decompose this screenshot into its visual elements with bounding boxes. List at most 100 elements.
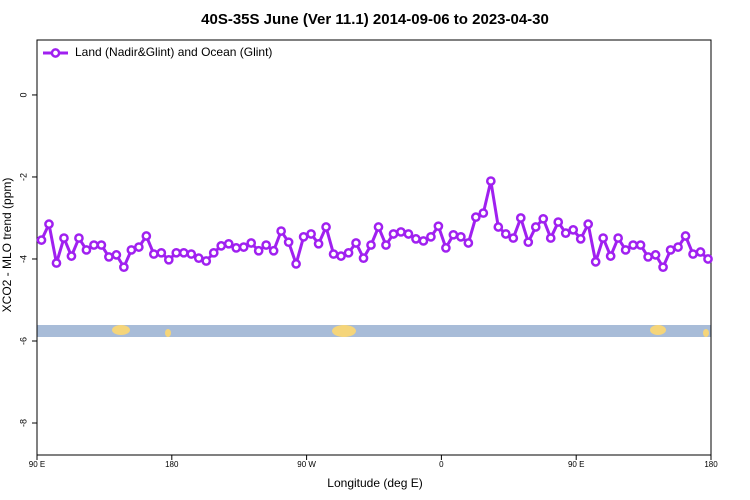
x-tick-label: 90 E <box>29 460 45 469</box>
land-strip <box>37 325 711 337</box>
data-point <box>36 235 47 245</box>
data-point <box>178 247 189 258</box>
data-point <box>238 242 249 252</box>
y-tick-label: -4 <box>18 255 28 263</box>
data-point <box>463 238 474 248</box>
data-point <box>620 245 631 255</box>
data-point <box>508 233 519 243</box>
data-point <box>590 257 601 267</box>
data-point <box>119 262 129 273</box>
data-point <box>186 249 197 259</box>
data-point <box>703 254 713 264</box>
data-point <box>373 222 384 232</box>
data-point <box>298 231 309 242</box>
data-point <box>366 240 376 250</box>
y-tick-label: 0 <box>18 92 28 97</box>
data-point <box>448 229 459 240</box>
data-point <box>141 231 152 241</box>
data-point <box>208 247 219 258</box>
data-point <box>493 222 504 232</box>
data-point <box>96 240 107 250</box>
data-point <box>575 234 586 244</box>
data-point <box>485 176 496 186</box>
data-point <box>148 249 159 259</box>
data-point <box>89 240 99 250</box>
data-point <box>388 229 399 239</box>
y-axis-label: XCO2 - MLO trend (ppm) <box>0 178 14 313</box>
data-point <box>111 250 122 260</box>
data-point <box>306 229 316 239</box>
data-point <box>665 245 676 255</box>
data-point <box>351 238 361 248</box>
data-point <box>605 251 616 261</box>
data-point <box>201 256 212 266</box>
x-tick-label: 180 <box>704 460 718 469</box>
legend-marker <box>50 48 61 58</box>
data-point <box>59 233 69 243</box>
data-point <box>628 240 638 250</box>
y-tick-label: -6 <box>18 337 28 345</box>
y-tick-label: -2 <box>18 173 28 181</box>
data-point <box>126 245 137 255</box>
data-point <box>530 222 541 232</box>
data-point <box>313 238 324 249</box>
plot-frame <box>36 39 712 456</box>
data-point <box>171 247 182 258</box>
y-tick-label: -8 <box>18 419 28 427</box>
data-point <box>253 245 264 256</box>
data-point <box>283 237 294 248</box>
data-point <box>643 252 653 262</box>
data-point <box>635 240 646 250</box>
data-point <box>231 243 242 253</box>
chart-title: 40S-35S June (Ver 11.1) 2014-09-06 to 20… <box>201 11 549 28</box>
data-point <box>291 259 301 269</box>
data-point <box>538 213 549 224</box>
data-point <box>163 254 174 265</box>
x-tick-label: 90 E <box>568 460 584 469</box>
data-point <box>51 258 62 268</box>
data-point <box>613 233 623 243</box>
data-point <box>500 229 511 239</box>
data-point <box>583 219 594 229</box>
data-point <box>343 247 354 258</box>
data-point <box>223 238 234 249</box>
data-point <box>268 245 279 256</box>
data-point <box>81 245 92 255</box>
data-point <box>456 231 466 242</box>
data-point <box>470 212 481 223</box>
data-point <box>403 229 414 239</box>
data-point <box>358 253 369 264</box>
data-point <box>246 238 257 248</box>
data-point <box>216 241 227 251</box>
data-point <box>478 208 489 218</box>
data-point <box>381 240 391 250</box>
legend-label: Land (Nadir&Glint) and Ocean (Glint) <box>75 45 272 59</box>
data-point <box>44 219 54 229</box>
data-point <box>336 251 346 261</box>
data-point <box>321 222 331 232</box>
data-point <box>328 249 339 259</box>
data-point <box>523 237 534 248</box>
x-tick-label: 0 <box>439 460 444 469</box>
data-point <box>658 262 668 273</box>
data-point <box>515 213 526 223</box>
data-point <box>545 233 556 243</box>
data-point <box>680 231 691 241</box>
data-point <box>688 249 698 259</box>
data-point <box>66 251 77 261</box>
data-point <box>650 250 661 260</box>
x-tick-label: 180 <box>165 460 179 469</box>
data-point <box>673 242 683 252</box>
data-point <box>695 247 706 257</box>
data-point <box>276 226 286 236</box>
data-point <box>156 247 167 258</box>
x-axis-label: Longitude (deg E) <box>327 476 422 490</box>
data-point <box>104 252 114 262</box>
data-point <box>433 221 444 232</box>
data-point <box>261 240 272 250</box>
data-point <box>74 233 84 243</box>
data-point <box>193 253 204 264</box>
data-point <box>598 233 609 243</box>
data-point <box>426 231 436 242</box>
